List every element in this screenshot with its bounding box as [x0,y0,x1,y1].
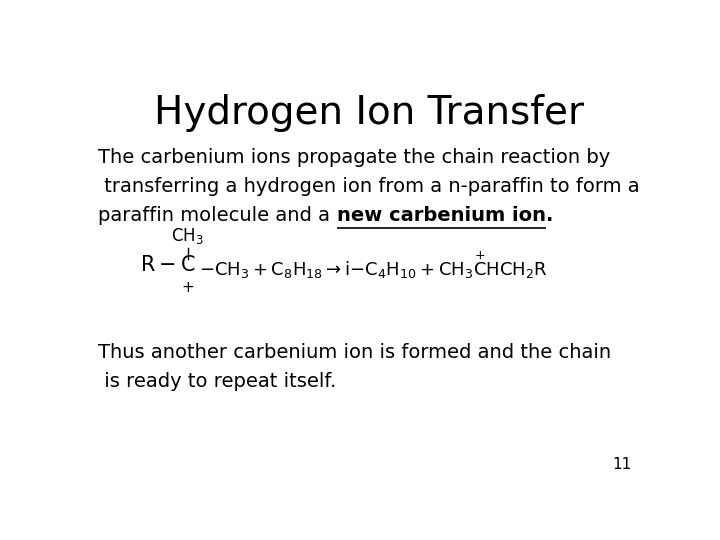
Text: is ready to repeat itself.: is ready to repeat itself. [99,373,337,392]
Text: .: . [546,206,553,225]
Text: transferring a hydrogen ion from a n-paraffin to form a: transferring a hydrogen ion from a n-par… [99,177,640,196]
Text: Hydrogen Ion Transfer: Hydrogen Ion Transfer [154,94,584,132]
Text: $-\mathrm{CH_3} + \mathrm{C_8H_{18}} \rightarrow \mathrm{i{-}C_4H_{10}} + \mathr: $-\mathrm{CH_3} + \mathrm{C_8H_{18}} \ri… [199,249,548,281]
Text: Thus another carbenium ion is formed and the chain: Thus another carbenium ion is formed and… [99,343,611,362]
Text: $\mathrm{CH_3}$: $\mathrm{CH_3}$ [171,226,204,246]
Text: $+$: $+$ [181,280,194,295]
Text: new carbenium ion: new carbenium ion [337,206,546,225]
Text: The carbenium ions propagate the chain reaction by: The carbenium ions propagate the chain r… [99,148,611,167]
Text: $\mathsf{R} - \mathrm{C}$: $\mathsf{R} - \mathrm{C}$ [140,255,196,275]
Text: paraffin molecule and a: paraffin molecule and a [99,206,337,225]
Text: 11: 11 [612,457,631,472]
